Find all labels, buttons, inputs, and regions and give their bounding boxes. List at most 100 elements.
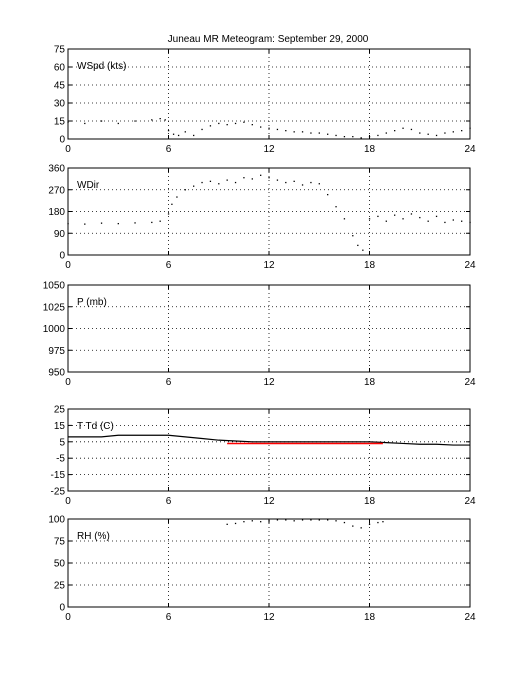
data-point xyxy=(318,132,320,134)
data-point xyxy=(184,131,186,133)
data-point xyxy=(377,134,379,137)
data-point xyxy=(276,128,279,131)
x-tick-label: 6 xyxy=(166,260,172,271)
data-point xyxy=(84,122,86,125)
data-point xyxy=(382,521,384,523)
data-point xyxy=(327,133,329,135)
data-point xyxy=(251,124,253,126)
panel-label: T Td (C) xyxy=(77,421,114,432)
data-point xyxy=(368,523,371,525)
data-point xyxy=(402,127,404,129)
axes-frame xyxy=(67,518,471,608)
data-point xyxy=(301,131,304,133)
data-point xyxy=(285,519,287,521)
data-point xyxy=(218,122,220,125)
x-tick-label: 6 xyxy=(166,144,172,155)
data-point xyxy=(276,179,279,181)
panel-label: RH (%) xyxy=(77,531,110,542)
data-point xyxy=(243,521,245,523)
y-tick-label: 0 xyxy=(59,603,65,614)
data-point xyxy=(117,222,119,225)
data-point xyxy=(100,222,103,224)
y-tick-label: -5 xyxy=(56,454,65,465)
x-tick-label: 24 xyxy=(464,144,476,155)
panel-label: P (mb) xyxy=(77,297,107,308)
data-point xyxy=(327,193,329,196)
data-point xyxy=(377,521,379,524)
y-tick-label: 1025 xyxy=(43,302,66,313)
data-point xyxy=(276,519,279,521)
data-point xyxy=(394,214,396,216)
data-point xyxy=(352,136,354,138)
data-point xyxy=(427,133,429,135)
data-point xyxy=(201,128,203,131)
y-tick-label: 0 xyxy=(59,251,65,262)
panel-3: 0 6 12 18 24 950 975 1000 1025 1050 P (mb) xyxy=(43,281,476,389)
data-point xyxy=(209,180,212,182)
y-tick-label: 75 xyxy=(54,45,66,56)
panel-2: 0 6 12 18 24 0 90 180 270 360 WDir xyxy=(48,164,476,272)
data-point xyxy=(377,215,379,218)
y-tick-label: 1050 xyxy=(43,281,66,292)
data-point xyxy=(343,218,346,220)
data-point xyxy=(251,520,253,522)
y-tick-label: 270 xyxy=(48,185,65,196)
y-tick-label: 100 xyxy=(48,515,65,526)
figure-title: Juneau MR Meteogram: September 29, 2000 xyxy=(168,34,369,45)
x-tick-label: 0 xyxy=(65,496,71,507)
data-point xyxy=(260,521,262,523)
x-tick-label: 24 xyxy=(464,260,476,271)
data-point xyxy=(100,120,103,122)
y-tick-label: 90 xyxy=(54,229,66,240)
x-tick-label: 24 xyxy=(464,377,476,388)
data-point xyxy=(234,181,237,184)
data-point xyxy=(171,203,173,205)
data-point xyxy=(335,206,337,208)
data-point xyxy=(357,244,359,247)
data-point xyxy=(343,521,346,524)
data-point xyxy=(117,122,119,125)
x-tick-label: 18 xyxy=(364,612,376,623)
data-point xyxy=(209,125,212,127)
y-tick-label: 0 xyxy=(59,135,65,146)
axes-frame xyxy=(67,408,471,492)
data-point xyxy=(310,132,312,134)
data-point xyxy=(177,134,180,137)
x-tick-label: 12 xyxy=(263,260,275,271)
y-tick-label: 25 xyxy=(54,581,66,592)
x-tick-label: 12 xyxy=(263,144,275,155)
data-point xyxy=(402,218,404,220)
x-tick-label: 6 xyxy=(166,612,172,623)
data-point xyxy=(193,185,195,187)
panel-label: WDir xyxy=(77,180,100,191)
data-point xyxy=(243,177,245,179)
panel-label: WSpd (kts) xyxy=(77,61,126,72)
data-point xyxy=(419,132,421,134)
data-point xyxy=(452,219,454,221)
data-point xyxy=(268,520,270,522)
data-point xyxy=(167,213,170,215)
x-tick-label: 18 xyxy=(364,260,376,271)
y-tick-label: -25 xyxy=(51,487,66,498)
x-tick-label: 0 xyxy=(65,612,71,623)
data-point xyxy=(293,180,295,182)
y-tick-label: 45 xyxy=(54,81,66,92)
data-point xyxy=(193,134,195,137)
data-point xyxy=(343,136,346,138)
data-point xyxy=(444,132,446,134)
data-point xyxy=(394,130,396,132)
y-tick-label: 25 xyxy=(54,405,66,416)
data-point xyxy=(419,216,421,219)
data-point xyxy=(134,222,136,224)
data-point xyxy=(461,130,463,132)
y-tick-label: -15 xyxy=(51,470,66,481)
data-point xyxy=(327,519,329,521)
data-point xyxy=(301,519,304,521)
data-point xyxy=(184,189,186,191)
data-point xyxy=(360,137,362,139)
data-point xyxy=(301,184,304,186)
data-point xyxy=(285,130,287,132)
y-tick-label: 60 xyxy=(54,63,66,74)
data-point xyxy=(159,118,161,120)
data-point xyxy=(435,134,438,137)
